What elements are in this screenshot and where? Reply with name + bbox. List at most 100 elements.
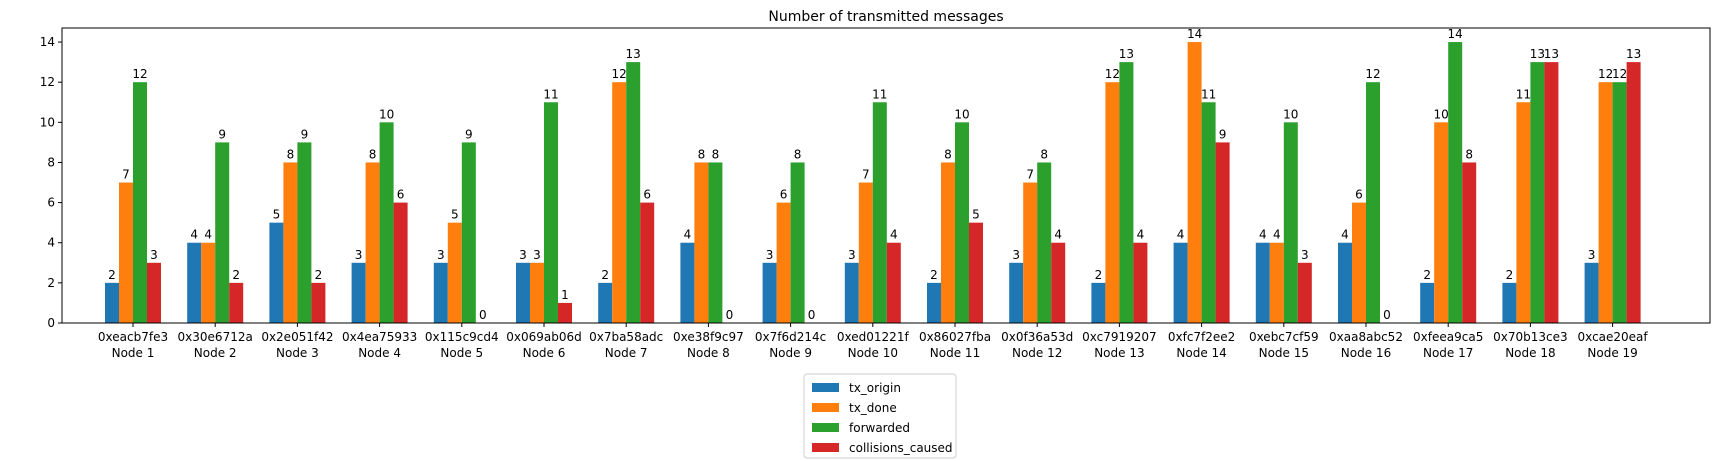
y-tick-label: 14 xyxy=(40,35,55,49)
x-tick-label-node: Node 5 xyxy=(440,346,483,360)
bar xyxy=(941,162,955,323)
bar xyxy=(1133,242,1148,323)
bar xyxy=(598,282,613,323)
x-tick-label-id: 0xcae20eaf xyxy=(1578,330,1649,344)
x-tick-label-node: Node 11 xyxy=(930,346,980,360)
bar-value-label: 8 xyxy=(1040,147,1048,161)
bar-value-label: 10 xyxy=(379,107,394,121)
bar-value-label: 0 xyxy=(808,308,816,322)
bar xyxy=(283,162,298,323)
bar-value-label: 6 xyxy=(1355,188,1363,202)
bar xyxy=(1338,242,1352,323)
bar-value-label: 14 xyxy=(1448,27,1463,41)
x-tick-label-node: Node 12 xyxy=(1012,346,1062,360)
bar xyxy=(872,102,887,323)
legend-swatch xyxy=(812,383,839,392)
bar xyxy=(762,262,777,323)
bar xyxy=(147,262,161,323)
bar xyxy=(694,162,709,323)
x-tick-label-id: 0x7ba58adc xyxy=(589,330,663,344)
bar xyxy=(297,142,312,323)
bar-value-label: 0 xyxy=(726,308,734,322)
bar xyxy=(1584,262,1599,323)
x-tick-label-node: Node 6 xyxy=(523,346,566,360)
bar-value-label: 2 xyxy=(601,268,609,282)
x-tick-label-id: 0xaa8abc52 xyxy=(1329,330,1403,344)
legend-box xyxy=(803,373,957,459)
bar-value-label: 8 xyxy=(369,147,377,161)
x-tick-label-node: Node 17 xyxy=(1423,346,1473,360)
bar-value-label: 4 xyxy=(1054,228,1062,242)
x-tick-label-id: 0xeacb7fe3 xyxy=(98,330,168,344)
bar xyxy=(1269,242,1284,323)
bar-value-label: 2 xyxy=(315,268,323,282)
x-tick-label-id: 0xfc7f2ee2 xyxy=(1168,330,1235,344)
x-tick-label-id: 0xc7919207 xyxy=(1082,330,1157,344)
bar xyxy=(1105,82,1120,323)
bar-value-label: 5 xyxy=(451,208,459,222)
bar-value-label: 12 xyxy=(1598,67,1613,81)
bar-value-label: 4 xyxy=(1273,228,1281,242)
bar xyxy=(201,242,216,323)
bar xyxy=(1366,82,1380,323)
bar xyxy=(612,82,627,323)
bar xyxy=(1502,282,1517,323)
bar xyxy=(269,222,284,323)
bar-value-label: 4 xyxy=(204,228,212,242)
bar xyxy=(708,162,723,323)
bar-value-label: 8 xyxy=(1465,147,1473,161)
y-tick-label: 2 xyxy=(47,276,55,290)
bar-value-label: 4 xyxy=(1137,228,1145,242)
bar-value-label: 3 xyxy=(1301,248,1309,262)
bar xyxy=(1091,282,1106,323)
bar xyxy=(215,142,230,323)
y-tick-label: 0 xyxy=(47,316,55,330)
bar-value-label: 9 xyxy=(301,127,309,141)
bar-value-label: 10 xyxy=(1434,107,1449,121)
bar xyxy=(516,262,530,323)
x-tick-label-node: Node 13 xyxy=(1094,346,1144,360)
bar-value-label: 12 xyxy=(1612,67,1627,81)
bar-value-label: 8 xyxy=(287,147,295,161)
bar xyxy=(1051,242,1066,323)
legend-swatch xyxy=(812,423,839,432)
legend-swatch xyxy=(812,443,839,452)
bar-value-label: 9 xyxy=(1219,127,1227,141)
bar-value-label: 2 xyxy=(1506,268,1514,282)
bar xyxy=(1037,162,1052,323)
bar-value-label: 12 xyxy=(132,67,147,81)
bar xyxy=(447,222,462,323)
x-tick-label-id: 0xed01221f xyxy=(837,330,910,344)
x-tick-label-id: 0x0f36a53d xyxy=(1001,330,1073,344)
legend-label: tx_done xyxy=(849,401,897,415)
x-tick-label-node: Node 8 xyxy=(687,346,730,360)
x-tick-label-id: 0xe38f9c97 xyxy=(673,330,744,344)
bar xyxy=(1420,282,1435,323)
plot-frame xyxy=(61,27,1711,324)
bar-value-label: 3 xyxy=(519,248,527,262)
bar xyxy=(680,242,695,323)
x-tick-label-node: Node 14 xyxy=(1176,346,1226,360)
bar xyxy=(1516,102,1531,323)
bar-value-label: 8 xyxy=(712,147,720,161)
bar xyxy=(1187,42,1202,324)
bars-group xyxy=(105,42,1641,324)
bar-value-label: 6 xyxy=(643,188,651,202)
bar-value-label: 9 xyxy=(465,127,473,141)
bar xyxy=(1434,122,1449,323)
bar-value-label: 8 xyxy=(794,147,802,161)
legend-swatch xyxy=(812,403,839,412)
bar-value-label: 3 xyxy=(766,248,774,262)
bar xyxy=(1626,62,1641,323)
bar-value-label: 12 xyxy=(1105,67,1120,81)
y-axis: 0 2 4 6 8 10 12 14 xyxy=(40,35,62,330)
bar xyxy=(461,142,476,323)
bar-value-label: 11 xyxy=(1201,87,1216,101)
bar-value-label: 3 xyxy=(848,248,856,262)
chart-title: Number of transmitted messages xyxy=(768,9,1003,25)
legend: tx_origin tx_done forwarded collisions_caus… xyxy=(803,373,957,459)
x-tick-label-node: Node 3 xyxy=(276,346,319,360)
x-tick-label-node: Node 9 xyxy=(769,346,812,360)
y-tick-label: 6 xyxy=(47,196,55,210)
bar-value-label: 13 xyxy=(1119,47,1134,61)
